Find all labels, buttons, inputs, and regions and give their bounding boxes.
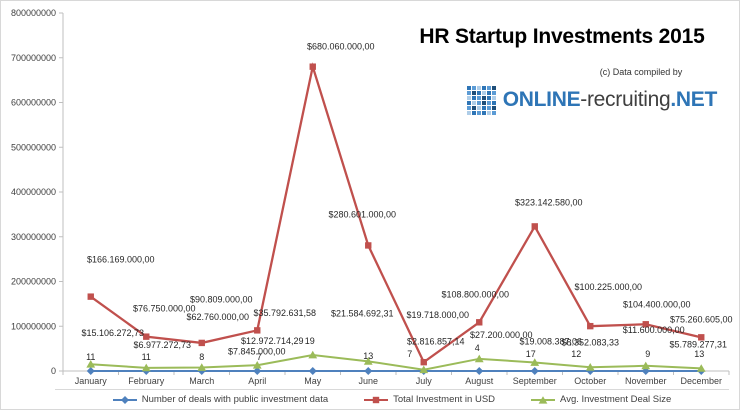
svg-text:$90.809.000,00: $90.809.000,00 bbox=[190, 294, 253, 304]
svg-text:700000000: 700000000 bbox=[11, 53, 56, 63]
svg-text:19: 19 bbox=[305, 336, 315, 346]
svg-text:$100.225.000,00: $100.225.000,00 bbox=[574, 282, 642, 292]
legend-item-avg: Avg. Investment Deal Size bbox=[531, 394, 671, 405]
svg-text:July: July bbox=[416, 376, 433, 386]
svg-text:$7.845.000,00: $7.845.000,00 bbox=[228, 346, 286, 356]
svg-text:13: 13 bbox=[363, 351, 373, 361]
svg-text:May: May bbox=[304, 376, 322, 386]
axes: 0 100000000 200000000 300000000 400000000 500… bbox=[11, 8, 730, 386]
svg-text:600000000: 600000000 bbox=[11, 98, 56, 108]
legend-item-deals: Number of deals with public investment d… bbox=[112, 394, 329, 405]
svg-text:11: 11 bbox=[86, 352, 95, 362]
svg-text:$323.142.580,00: $323.142.580,00 bbox=[515, 197, 583, 207]
svg-text:$8.352.083,33: $8.352.083,33 bbox=[561, 337, 619, 347]
svg-text:$15.106.272,73: $15.106.272,73 bbox=[81, 328, 144, 338]
legend-total-marker-icon bbox=[364, 396, 389, 403]
logo-text: ONLINE-recruiting.NET bbox=[502, 88, 718, 112]
svg-text:$76.750.000,00: $76.750.000,00 bbox=[133, 304, 196, 314]
svg-text:8: 8 bbox=[199, 352, 204, 362]
svg-text:June: June bbox=[358, 376, 378, 386]
svg-text:February: February bbox=[128, 376, 165, 386]
legend-label-total: Total Investment in USD bbox=[393, 394, 496, 405]
svg-text:$2.816.857,14: $2.816.857,14 bbox=[407, 337, 465, 347]
chart-legend: Number of deals with public investment d… bbox=[55, 389, 729, 408]
logo-text-online: ONLINE bbox=[502, 88, 581, 111]
series-2: $15.106.272,73 $6.977.272,73 $7.845.000,00… bbox=[81, 308, 727, 374]
svg-text:$62.760.000,00: $62.760.000,00 bbox=[186, 312, 249, 322]
logo-mosaic-icon bbox=[466, 86, 496, 115]
svg-text:9: 9 bbox=[645, 349, 650, 359]
svg-text:$104.400.000,00: $104.400.000,00 bbox=[623, 299, 691, 309]
svg-text:March: March bbox=[189, 376, 214, 386]
svg-text:$108.800.000,00: $108.800.000,00 bbox=[441, 289, 509, 299]
svg-text:0: 0 bbox=[51, 366, 56, 376]
svg-text:$166.169.000,00: $166.169.000,00 bbox=[87, 255, 155, 265]
chart-title: HR Startup Investments 2015 bbox=[419, 25, 705, 48]
svg-text:September: September bbox=[513, 376, 557, 386]
svg-text:April: April bbox=[248, 376, 266, 386]
svg-text:400000000: 400000000 bbox=[11, 187, 56, 197]
legend-deals-marker-icon bbox=[112, 395, 137, 404]
svg-text:17: 17 bbox=[526, 349, 536, 359]
svg-text:$19.008.387,06: $19.008.387,06 bbox=[519, 336, 582, 346]
svg-text:500000000: 500000000 bbox=[11, 142, 56, 152]
legend-label-avg: Avg. Investment Deal Size bbox=[560, 394, 672, 405]
svg-text:October: October bbox=[574, 376, 606, 386]
legend-label-deals: Number of deals with public investment d… bbox=[141, 394, 329, 405]
svg-text:4: 4 bbox=[475, 343, 480, 353]
legend-item-total: Total Investment in USD bbox=[364, 394, 495, 405]
svg-text:$21.584.692,31: $21.584.692,31 bbox=[331, 308, 394, 318]
credit-text: (c) Data compiled by bbox=[599, 67, 683, 77]
svg-text:January: January bbox=[75, 376, 108, 386]
svg-text:$280.601.000,00: $280.601.000,00 bbox=[328, 209, 396, 219]
svg-text:12: 12 bbox=[571, 349, 581, 359]
svg-text:$35.792.631,58: $35.792.631,58 bbox=[253, 308, 316, 318]
svg-text:800000000: 800000000 bbox=[11, 8, 56, 18]
svg-text:7: 7 bbox=[407, 349, 412, 359]
svg-text:$5.789.277,31: $5.789.277,31 bbox=[669, 339, 727, 349]
svg-text:$12.972.714,29: $12.972.714,29 bbox=[241, 336, 304, 346]
online-recruiting-logo: ONLINE-recruiting.NET bbox=[466, 85, 717, 115]
svg-text:$11.600.000,00: $11.600.000,00 bbox=[623, 325, 685, 335]
svg-text:13: 13 bbox=[694, 349, 704, 359]
svg-text:$27.200.000,00: $27.200.000,00 bbox=[470, 330, 533, 340]
svg-text:7: 7 bbox=[257, 352, 262, 362]
svg-text:300000000: 300000000 bbox=[11, 232, 56, 242]
svg-text:100000000: 100000000 bbox=[11, 321, 56, 331]
svg-text:November: November bbox=[625, 376, 667, 386]
series-1: $166.169.000,00 $76.750.000,00$62.760.000… bbox=[87, 42, 733, 366]
svg-text:$6.977.272,73: $6.977.272,73 bbox=[133, 340, 191, 350]
legend-avg-marker-icon bbox=[531, 395, 556, 404]
svg-text:$75.260.605,00: $75.260.605,00 bbox=[670, 314, 733, 324]
svg-text:August: August bbox=[465, 376, 494, 386]
svg-text:11: 11 bbox=[142, 352, 151, 362]
svg-text:200000000: 200000000 bbox=[11, 277, 56, 287]
svg-text:$19.718.000,00: $19.718.000,00 bbox=[406, 310, 469, 320]
logo-text-recruiting: -recruiting bbox=[580, 88, 671, 111]
svg-text:December: December bbox=[680, 376, 722, 386]
svg-text:$680.060.000,00: $680.060.000,00 bbox=[307, 42, 375, 52]
logo-text-net: .NET bbox=[670, 88, 717, 111]
